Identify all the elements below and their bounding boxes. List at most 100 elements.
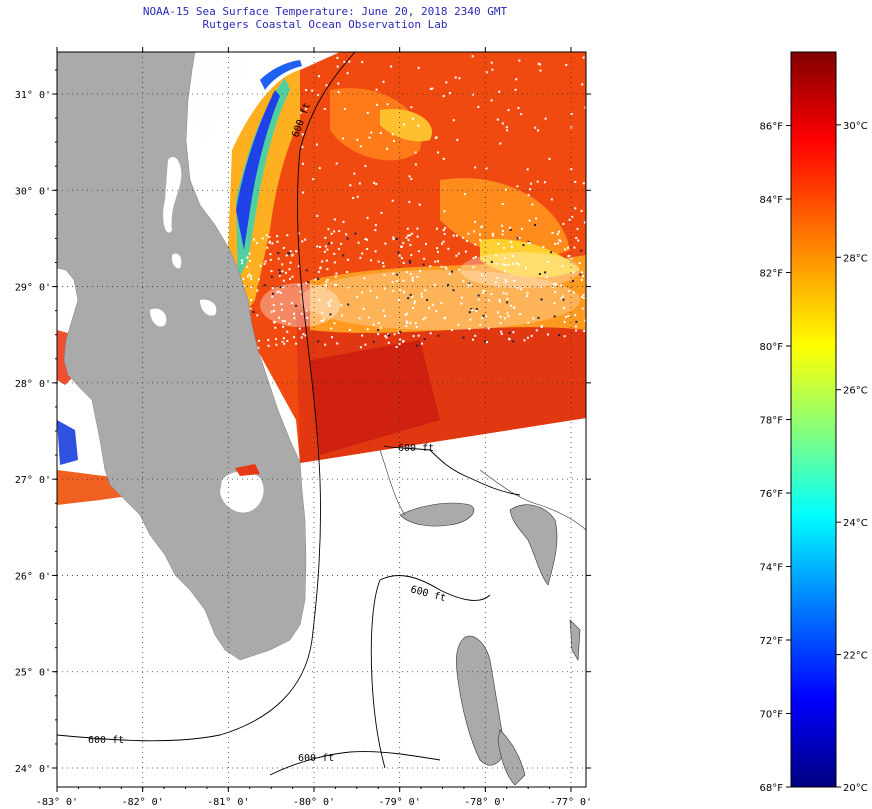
cloud-speckle [488,299,491,302]
cloud-speckle [391,199,394,202]
cloud-speckle [458,77,461,80]
cloud-speckle [540,326,543,328]
cloud-speckle [336,342,339,345]
cloud-speckle [547,261,550,263]
cloud-speckle [509,228,512,231]
cloud-speckle [248,252,251,255]
cloud-speckle [379,326,382,329]
cloud-speckle [568,290,571,293]
cb-f-label-1: 84°F [760,195,784,206]
cloud-speckle [242,278,245,281]
cloud-speckle [504,270,507,273]
cloud-speckle [402,241,405,244]
cloud-speckle [482,290,485,293]
cloud-speckle [329,313,332,316]
cloud-speckle [410,232,413,235]
cloud-speckle [436,247,438,250]
cloud-speckle [333,261,336,264]
cloud-speckle [472,257,475,260]
cloud-speckle [537,129,540,132]
cloud-speckle [291,254,294,257]
cloud-speckle [289,250,292,253]
cloud-speckle [580,249,583,252]
cloud-speckle [337,82,340,85]
cloud-speckle [325,280,328,283]
cloud-speckle [582,56,585,59]
cloud-speckle [437,251,439,253]
lon-label-5: -78° 0' [464,797,506,808]
bahamas-islands [379,449,586,786]
cloud-speckle [532,317,535,320]
cloud-speckle [272,292,274,295]
cloud-speckle [581,83,584,86]
lake-warm-edge [235,464,260,476]
lat-label-0: 31° 0' [15,90,51,101]
cloud-speckle [442,229,445,232]
cloud-speckle [275,343,278,346]
cloud-speckle [317,340,320,343]
sst-yellow-patch-2 [380,109,432,142]
lat-label-1: 30° 0' [15,186,51,197]
cloud-speckle [330,327,333,330]
cloud-speckle [348,329,351,331]
cloud-speckle [420,295,423,298]
cloud-speckle [275,338,277,341]
cloud-speckle [333,218,336,221]
cloud-speckle [471,309,474,311]
cloud-speckle [490,260,493,263]
cloud-speckle [534,224,536,226]
contour-label-2: 600 ft [398,443,434,454]
cb-f-label-8: 70°F [760,710,784,721]
cloud-speckle [496,276,499,279]
cloud-speckle [320,319,323,322]
cloud-speckle [506,312,509,315]
cloud-speckle [467,284,470,287]
cloud-speckle [276,240,279,243]
cloud-speckle [288,268,291,271]
cloud-speckle [551,232,554,234]
cloud-speckle [433,283,436,286]
cloud-speckle [409,234,411,237]
cloud-speckle [300,312,303,315]
cloud-speckle [505,188,508,191]
cloud-speckle [484,340,487,343]
cloud-speckle [259,264,262,267]
contour-label-5: 600 ft [298,753,334,764]
cloud-speckle [375,183,378,185]
cloud-speckle [305,269,308,272]
cloud-speckle [582,275,584,278]
cloud-speckle [506,297,509,300]
cloud-speckle [372,340,375,343]
cloud-speckle [475,309,478,312]
cloud-speckle [283,342,286,345]
cloud-speckle [301,145,304,148]
cloud-speckle [311,89,314,92]
cloud-speckle [414,300,417,303]
cloud-speckle [575,325,577,328]
contour-label-3: 600 ft [409,584,447,604]
cloud-speckle [464,193,467,196]
cloud-speckle [403,291,406,294]
cloud-speckle [286,330,289,333]
cloud-speckle [392,272,395,275]
cloud-speckle [319,267,322,270]
cloud-speckle [327,242,330,245]
cloud-speckle [346,271,349,273]
cloud-speckle [456,138,459,141]
cloud-speckle [474,243,477,246]
cloud-speckle [519,313,522,316]
cloud-speckle [393,333,396,336]
cloud-speckle [257,346,260,349]
cloud-speckle [462,336,465,339]
cloud-speckle [406,322,409,325]
cloud-speckle [448,92,451,95]
cloud-speckle [255,242,258,244]
cloud-speckle [281,320,284,323]
cloud-speckle [391,133,394,136]
cloud-speckle [338,230,341,233]
cloud-speckle [295,304,298,307]
cloud-speckle [266,246,269,249]
cloud-speckle [352,197,355,199]
cloud-speckle [373,181,375,184]
cloud-speckle [546,333,549,336]
